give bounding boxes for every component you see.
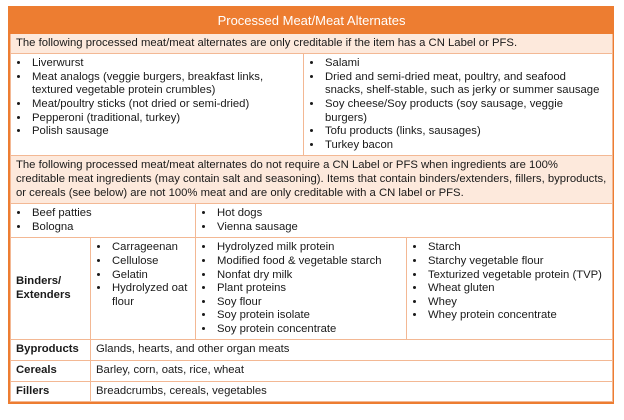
cell: LiverwurstMeat analogs (veggie burgers, … (10, 53, 304, 157)
row-label: Binders/Extenders (10, 237, 91, 341)
list-item: Cellulose (110, 255, 190, 269)
row-label: Fillers (10, 380, 91, 403)
list: LiverwurstMeat analogs (veggie burgers, … (16, 57, 298, 139)
list-item: Wheat gluten (426, 282, 607, 296)
list-item: Hydrolyzed milk protein (215, 241, 401, 255)
note: The following processed meat/meat altern… (9, 155, 614, 205)
row-label: Cereals (10, 360, 91, 382)
list: SalamiDried and semi-dried meat, poultry… (309, 57, 607, 152)
note: The following processed meat/meat altern… (9, 32, 614, 55)
list-item: Whey protein concentrate (426, 309, 607, 323)
list-item: Modified food & vegetable starch (215, 255, 401, 269)
list-item: Texturized vegetable protein (TVP) (426, 269, 607, 283)
list: Hot dogsVienna sausage (201, 207, 607, 234)
table-container: Processed Meat/Meat Alternates The follo… (8, 6, 614, 405)
list-item: Beef patties (30, 207, 190, 221)
list: StarchStarchy vegetable flourTexturized … (412, 241, 607, 323)
list-item: Starchy vegetable flour (426, 255, 607, 269)
cell: Glands, hearts, and other organ meats (89, 339, 614, 362)
list-item: Polish sausage (30, 125, 298, 139)
label-line: Extenders (16, 288, 71, 301)
table: Processed Meat/Meat Alternates The follo… (9, 8, 614, 403)
list-item: Tofu products (links, sausages) (323, 125, 607, 139)
list: Beef pattiesBologna (16, 207, 190, 234)
cell: SalamiDried and semi-dried meat, poultry… (302, 53, 614, 157)
list-item: Liverwurst (30, 57, 298, 71)
cell: CarrageenanCelluloseGelatinHydrolyzed oa… (90, 237, 196, 341)
list-item: Plant proteins (215, 282, 401, 296)
list-item: Gelatin (110, 269, 190, 283)
list-item: Whey (426, 296, 607, 310)
label-line: Binders/ (16, 275, 62, 288)
list-item: Nonfat dry milk (215, 269, 401, 283)
cell: Hot dogsVienna sausage (194, 203, 614, 239)
list: CarrageenanCelluloseGelatinHydrolyzed oa… (96, 241, 190, 309)
list-item: Vienna sausage (215, 221, 607, 235)
list-item: Soy flour (215, 296, 401, 310)
row-label: Byproducts (10, 339, 91, 362)
list: Hydrolyzed milk proteinModified food & v… (201, 241, 401, 336)
cell: Hydrolyzed milk proteinModified food & v… (195, 237, 407, 341)
list-item: Soy cheese/Soy products (soy sausage, ve… (323, 98, 607, 125)
list-item: Salami (323, 57, 607, 71)
list-item: Meat/poultry sticks (not dried or semi-d… (30, 98, 298, 112)
list-item: Carrageenan (110, 241, 190, 255)
cell: StarchStarchy vegetable flourTexturized … (405, 237, 614, 341)
list-item: Soy protein concentrate (215, 323, 401, 337)
list-item: Turkey bacon (323, 139, 607, 153)
list-item: Starch (426, 241, 607, 255)
list-item: Pepperoni (traditional, turkey) (30, 112, 298, 126)
list-item: Hot dogs (215, 207, 607, 221)
title: Processed Meat/Meat Alternates (9, 8, 614, 34)
list-item: Bologna (30, 221, 190, 235)
list-item: Meat analogs (veggie burgers, breakfast … (30, 71, 298, 98)
list-item: Dried and semi-dried meat, poultry, and … (323, 71, 607, 98)
cell: Beef pattiesBologna (10, 203, 196, 239)
list-item: Soy protein isolate (215, 309, 401, 323)
cell: Breadcrumbs, cereals, vegetables (89, 380, 614, 403)
list-item: Hydrolyzed oat flour (110, 282, 190, 309)
cell: Barley, corn, oats, rice, wheat (89, 360, 614, 382)
